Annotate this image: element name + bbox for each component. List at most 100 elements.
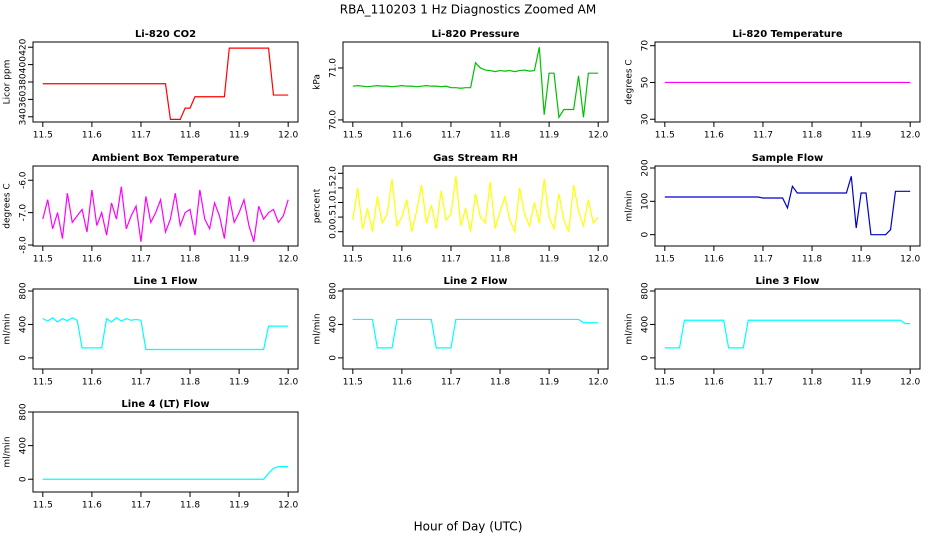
x-tick-label: 11.8 [490,378,510,388]
y-axis-label: degrees C [625,59,635,104]
y-tick-label: 30 [641,113,651,125]
panel-title: Sample Flow [752,153,824,164]
y-tick-label: 0 [19,355,29,361]
panel-title: Line 3 Flow [756,276,820,287]
y-tick-label: 420 [19,38,29,55]
x-tick-label: 11.7 [753,131,773,141]
x-tick-label: 11.5 [33,255,53,265]
x-tick-label: 11.5 [33,378,53,388]
y-tick-label: 380 [19,73,29,90]
y-axis-label: ml/min [3,436,13,467]
panel-title: Line 4 (LT) Flow [121,399,209,410]
x-tick-label: 11.8 [180,255,200,265]
x-tick-label: 11.9 [229,501,249,511]
data-line [42,186,289,242]
y-tick-label: 360 [19,91,29,108]
x-tick-label: 11.7 [753,255,773,265]
x-tick-label: 12.0 [278,131,298,141]
x-tick-label: 11.8 [802,131,822,141]
y-axis-label: ml/min [625,190,635,221]
y-tick-label: -6.0 [19,171,29,189]
x-tick-label: 11.7 [441,255,461,265]
x-tick-label: 12.0 [900,131,920,141]
x-tick-label: 12.0 [278,378,298,388]
x-tick-label: 11.5 [655,378,675,388]
x-tick-label: 11.8 [802,378,822,388]
x-tick-label: 11.7 [441,378,461,388]
x-tick-label: 11.6 [82,131,102,141]
x-tick-label: 11.9 [539,131,559,141]
x-tick-label: 11.8 [490,255,510,265]
x-tick-label: 11.6 [82,255,102,265]
panel-title: Gas Stream RH [433,153,518,164]
x-axis-label: Hour of Day (UTC) [414,520,523,534]
panel-title: Li-820 CO2 [135,29,196,40]
x-tick-label: 11.7 [131,131,151,141]
plot-frame [32,41,299,123]
y-tick-label: 1.5 [329,181,339,195]
x-tick-label: 11.9 [851,255,871,265]
y-tick-label: 0 [19,476,29,482]
x-tick-label: 12.0 [278,501,298,511]
x-tick-label: 12.0 [588,255,608,265]
x-tick-label: 11.5 [343,131,363,141]
panel-title: Line 1 Flow [134,276,198,287]
plot-frame [654,288,921,370]
y-axis-label: ml/min [625,313,635,344]
x-tick-label: 12.0 [900,378,920,388]
y-tick-label: 340 [19,108,29,125]
x-tick-label: 11.9 [539,378,559,388]
y-tick-label: 0.5 [329,210,339,224]
x-tick-label: 12.0 [900,255,920,265]
plot-frame [342,41,609,123]
x-tick-label: 11.9 [229,378,249,388]
y-tick-label: 400 [329,316,339,333]
y-tick-label: 400 [19,56,29,73]
y-tick-label: 400 [19,437,29,454]
x-tick-label: 11.6 [704,131,724,141]
x-tick-label: 11.7 [131,378,151,388]
x-tick-label: 11.9 [539,255,559,265]
data-line [664,319,911,349]
y-tick-label: 400 [641,316,651,333]
y-tick-label: 800 [641,282,651,299]
x-tick-label: 12.0 [588,378,608,388]
y-tick-label: 1.0 [329,195,339,210]
figure-title: RBA_110203 1 Hz Diagnostics Zoomed AM [340,3,596,17]
plot-frame [654,165,921,247]
x-tick-label: 11.5 [343,255,363,265]
data-line [664,176,911,236]
panel-title: Line 2 Flow [444,276,508,287]
plot-frame [654,41,921,123]
x-tick-label: 11.5 [343,378,363,388]
plot-frame [32,165,299,247]
plot-frame [342,288,609,370]
x-tick-label: 11.7 [753,378,773,388]
data-line [352,318,599,349]
x-tick-label: 11.6 [82,378,102,388]
x-tick-label: 11.6 [704,255,724,265]
y-axis-label: ml/min [3,313,13,344]
y-tick-label: 800 [19,403,29,420]
x-tick-label: 11.7 [131,255,151,265]
x-tick-label: 11.9 [851,131,871,141]
data-line [42,317,289,351]
x-tick-label: 11.5 [655,131,675,141]
panel-title: Li-820 Pressure [431,29,519,40]
y-tick-label: 0 [329,355,339,361]
y-tick-label: 2.0 [329,166,339,181]
y-tick-label: 800 [19,282,29,299]
y-axis-label: kPa [313,74,323,90]
data-line [352,176,599,235]
y-tick-label: 71.0 [329,58,339,78]
x-tick-label: 11.9 [229,131,249,141]
panel-title: Ambient Box Temperature [92,153,239,164]
x-tick-label: 11.7 [131,501,151,511]
x-tick-label: 11.9 [229,255,249,265]
y-tick-label: 800 [329,282,339,299]
x-tick-label: 11.6 [704,378,724,388]
x-tick-label: 11.9 [851,378,871,388]
x-tick-label: 11.6 [392,255,412,265]
